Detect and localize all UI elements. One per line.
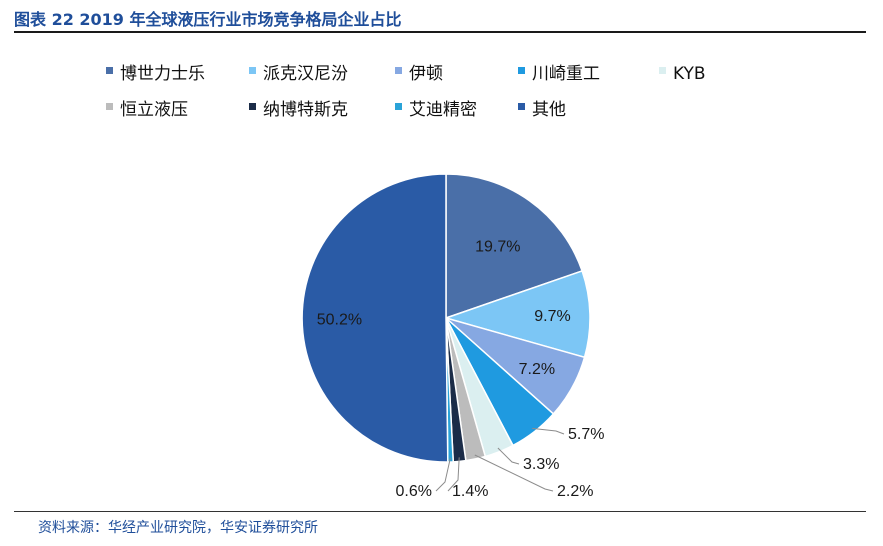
leader-line [532,427,565,435]
legend-swatch [395,103,402,110]
pie-slice [301,173,449,463]
slice-label: 1.4% [452,483,488,500]
legend-label: 艾迪精密 [409,100,477,120]
legend-label: 派克汉尼汾 [263,64,348,84]
legend-label: 纳博特斯克 [263,100,348,120]
legend-swatch [106,67,113,74]
legend-label: 伊顿 [409,64,443,84]
legend-label: 其他 [532,100,566,120]
slice-label: 2.2% [557,483,593,500]
pie-slice [443,269,591,359]
slice-label: 0.6% [396,483,432,500]
legend-swatch [249,103,256,110]
slice-label: 50.2% [317,312,362,329]
slice-label: 9.7% [534,308,570,325]
chart-title: 图表 22 2019 年全球液压行业市场竞争格局企业占比 [14,10,402,29]
legend-swatch [659,67,666,74]
slice-label: 3.3% [523,456,559,473]
leader-line [474,454,554,492]
legend-label: 恒立液压 [120,100,188,120]
bottom-rule [14,511,866,512]
legend-label: 川崎重工 [532,64,600,84]
legend-swatch [395,67,402,74]
leader-line [497,447,520,465]
slice-label: 19.7% [475,238,520,255]
legend-swatch [249,67,256,74]
slice-label: 5.7% [568,426,604,443]
slice-labels: 19.7% 9.7% 7.2% 5.7% 3.3% 2.2% 1.4% 0.6% 50.2% [317,238,605,500]
legend: 博世力士乐 派克汉尼汾 伊顿 川崎重工 KYB 恒立液压 纳博特斯克 艾迪精密 其他 [106,64,706,120]
legend-swatch [518,67,525,74]
leader-lines [435,427,565,492]
source-note: 资料来源：华经产业研究院，华安证券研究所 [38,520,318,536]
leader-line [435,457,451,492]
legend-label: KYB [673,64,706,84]
slice-label: 7.2% [519,361,555,378]
leader-line [447,457,460,492]
legend-swatch [518,103,525,110]
legend-label: 博世力士乐 [120,64,205,84]
legend-swatch [106,103,113,110]
pie-slices [301,173,591,463]
top-rule [14,31,866,33]
